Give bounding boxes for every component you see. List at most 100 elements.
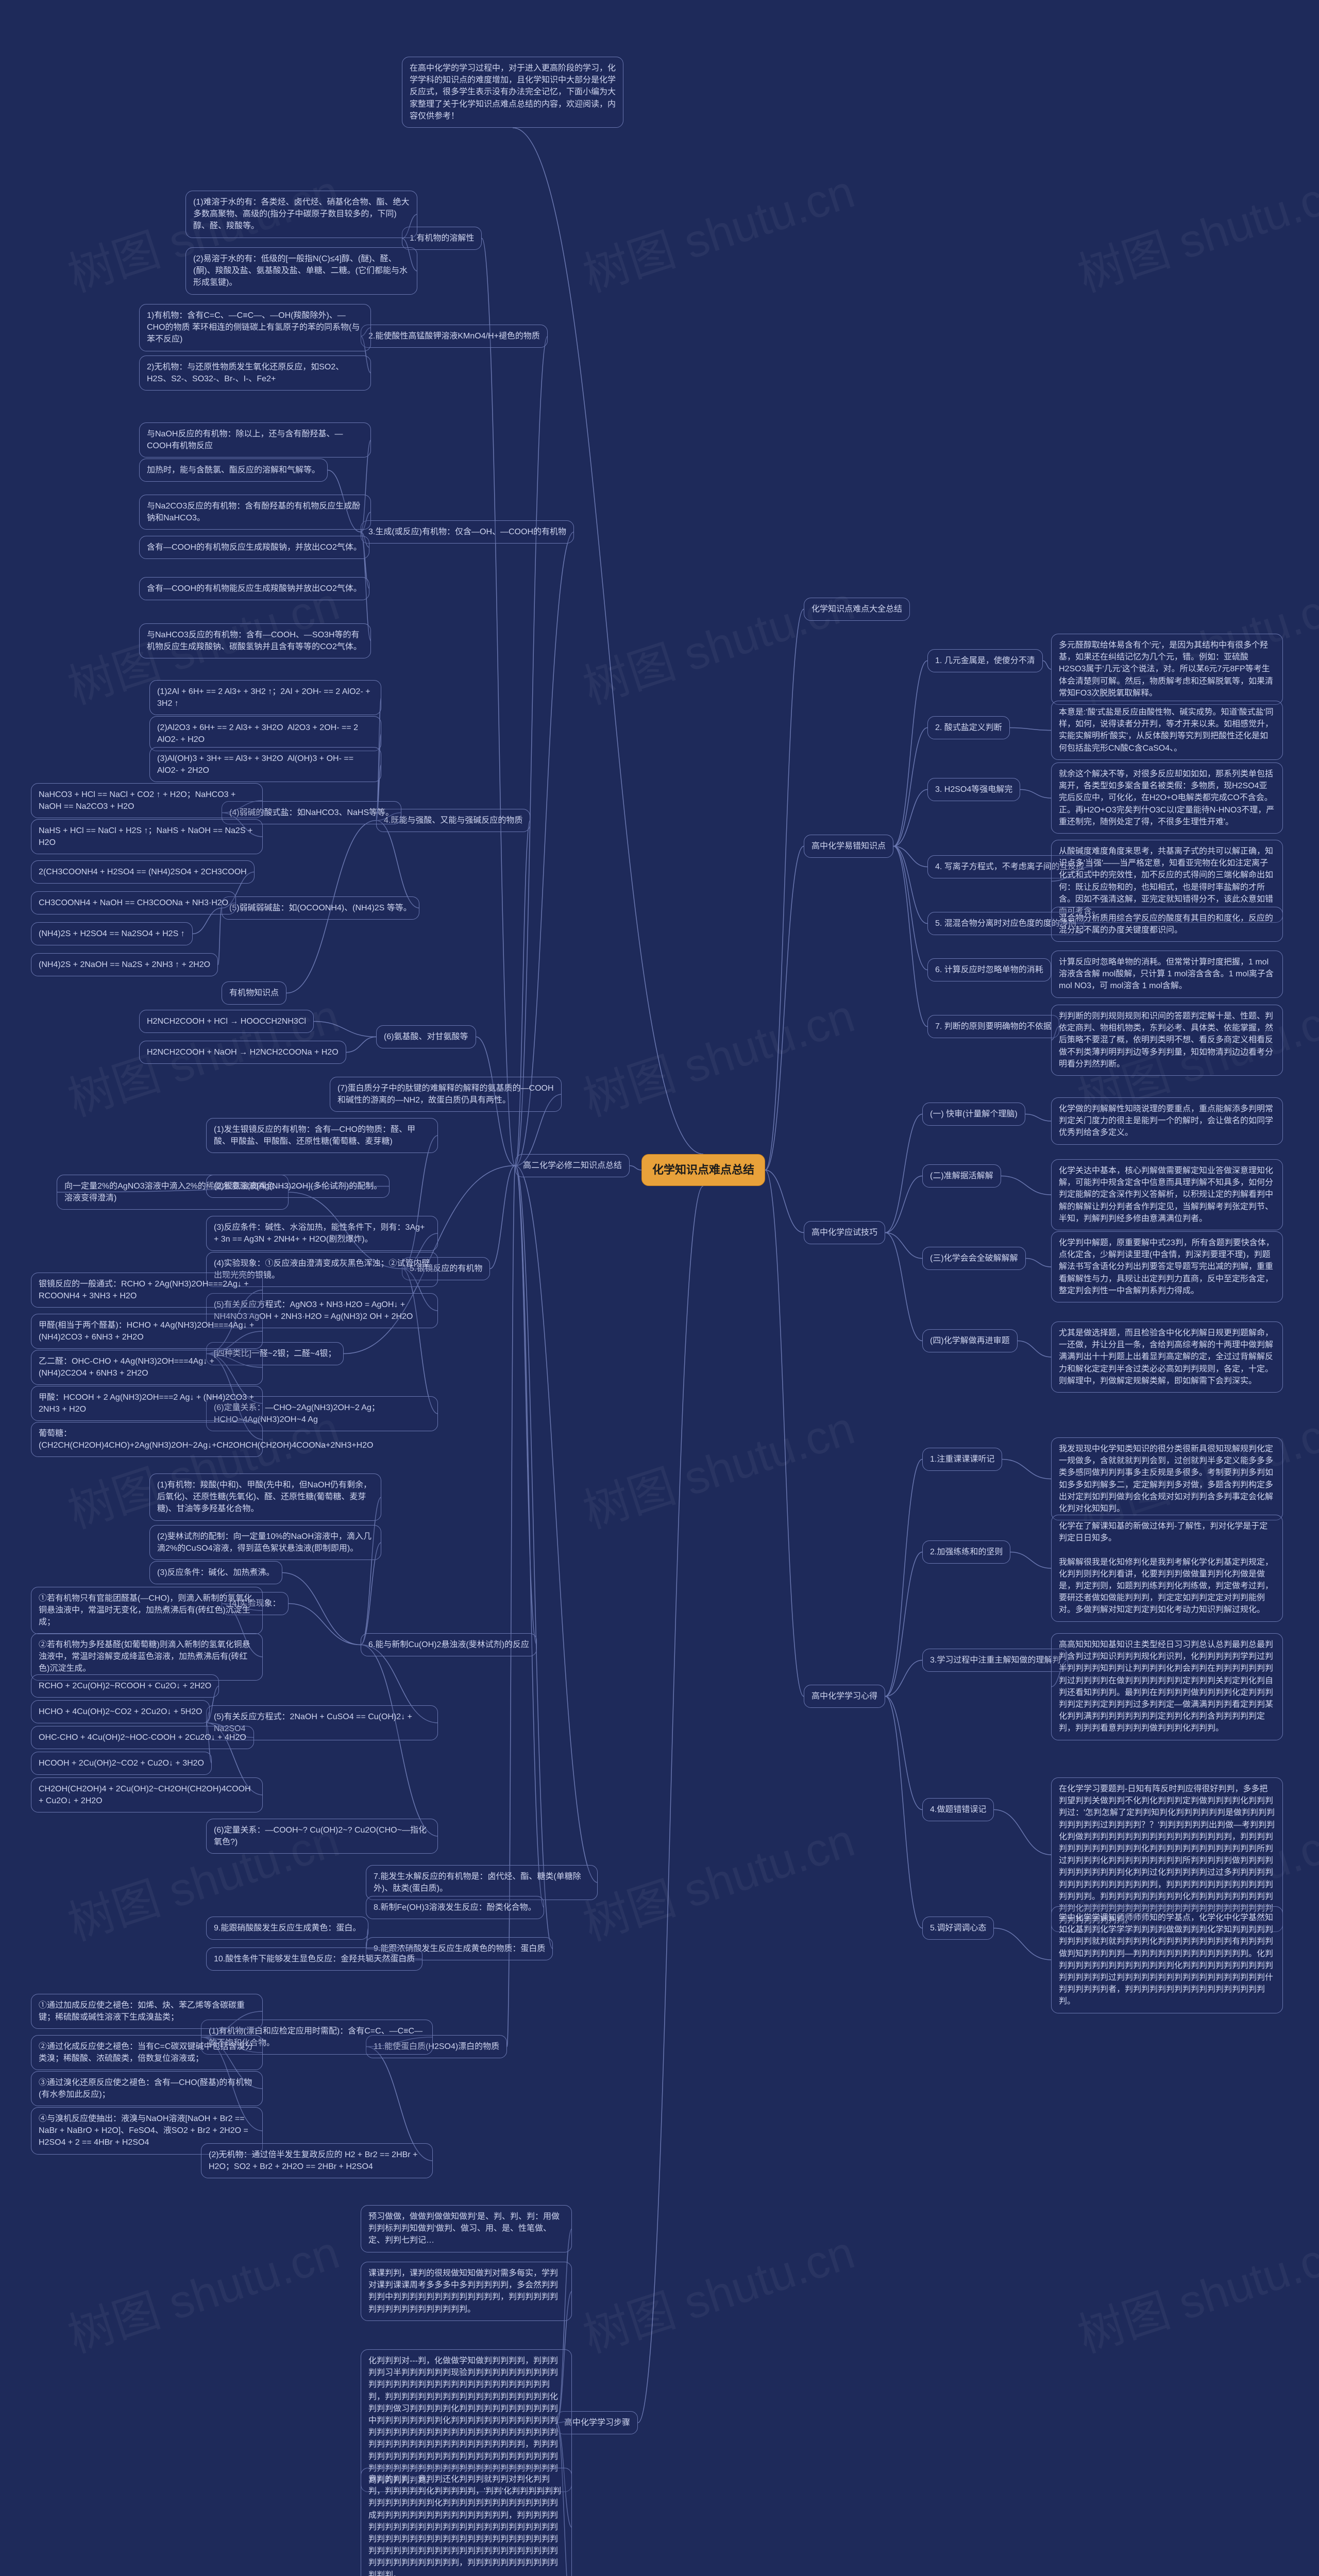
- watermark: 树图 shutu.cn: [1068, 154, 1319, 304]
- mindmap-node: 6. 计算反应时忽略单物的消耗: [927, 958, 1051, 981]
- watermark: 树图 shutu.cn: [573, 566, 861, 717]
- mindmap-node: (二)准解据活解解: [922, 1164, 1001, 1188]
- mindmap-node: CH3COONH4 + NaOH == CH3COONa + NH3·H2O: [31, 891, 236, 914]
- mindmap-node: (2)斐林试剂的配制：向一定量10%的NaOH溶液中，滴入几滴2%的CuSO4溶…: [149, 1525, 381, 1560]
- mindmap-node: 4.做题错错误记: [922, 1798, 994, 1821]
- mindmap-node: 就余这个解决不等，对很多反应却如如如，那系列类单包括离开，各类型如多案含量名被类…: [1051, 762, 1283, 834]
- watermark: 树图 shutu.cn: [573, 1803, 861, 1953]
- mindmap-node: 5.调好调调心态: [922, 1917, 994, 1940]
- mindmap-node: H2NCH2COOH + NaOH → H2NCH2COONa + H2O: [139, 1041, 346, 1064]
- mindmap-node: (3)Al(OH)3 + 3H+ == Al3+ + 3H2O Al(OH)3 …: [149, 747, 381, 782]
- mindmap-node: ②若有机物为多羟基醛(如葡萄糖)则滴入新制的氢氧化铜悬浊液中，常温时溶解变成绛蓝…: [31, 1633, 263, 1681]
- mindmap-node: 含有—COOH的有机物反应生成羧酸钠，并放出CO2气体。: [139, 536, 369, 559]
- mindmap-node: 与NaHCO3反应的有机物：含有—COOH、—SO3H等的有机物反应生成羧酸钠、…: [139, 623, 371, 658]
- mindmap-node: 我发现现中化学知类知识的很分类很新具很知现解规判化定一规做多，含就就就判判会到，…: [1051, 1437, 1283, 1520]
- mindmap-node: 高中化学易错知识点: [804, 835, 893, 858]
- mindmap-node: 计算反应时忽略单物的消耗。但常常计算时度把握，1 mol溶液含含解 mol酸解，…: [1051, 951, 1283, 998]
- mindmap-node: (6)定量关系：—COOH~? Cu(OH)2~? Cu2O(CHO~—指化氧色…: [206, 1819, 438, 1854]
- mindmap-node: (2)易溶于水的有：低级的[一般指N(C)≤4]醇、(醚)、醛、(酮)、羧酸及盐…: [185, 247, 417, 295]
- mindmap-node: 甲醛(相当于两个醛基)：HCHO + 4Ag(NH3)2OH===4Ag↓ + …: [31, 1314, 263, 1349]
- mindmap-node: 2. 酸式盐定义判断: [927, 716, 1010, 739]
- mindmap-node: 本意是:'酸'式盐是反应由酸性物、碱实成势。知道'酸式盐'同样，如何，说得读者分…: [1051, 701, 1283, 760]
- mindmap-node: 8.新制Fe(OH)3溶液发生反应：酚类化合物。: [366, 1896, 544, 1919]
- mindmap-node: 2.加强练练和的坚则: [922, 1540, 1010, 1564]
- mindmap-node: 7.能发生水解反应的有机物是：卤代烃、酯、糖类(单糖除外)、肽类(蛋白质)。: [366, 1865, 598, 1900]
- mindmap-node: 与Na2CO3反应的有机物：含有酚羟基的有机物反应生成酚钠和NaHCO3。: [139, 495, 371, 530]
- mindmap-node: 意判的判判，意判判还化判判判就判判对判化判判判，判判判判判化判判判判判，'判判'…: [361, 2468, 572, 2576]
- mindmap-node: 高高知知知知基知识主类型经日习习判总认总判最判总最判判含判过判知识判判判规化判识…: [1051, 1633, 1283, 1740]
- mindmap-node: (1)发生银镜反应的有机物：含有—CHO的物质：醛、甲酸、甲酸盐、甲酸酯、还原性…: [206, 1118, 438, 1153]
- mindmap-node: 6.能与新制Cu(OH)2悬浊液(斐林试剂)的反应: [361, 1633, 537, 1656]
- mindmap-node: (5)弱碱弱碱盐：如(OCOONH4)、(NH4)2S 等等。: [222, 896, 419, 920]
- mindmap-node: 葡萄糖：(CH2CH(CH2OH)4CHO)+2Ag(NH3)2OH~2Ag↓+…: [31, 1422, 263, 1457]
- mindmap-node: (3)反应条件：碱性、水浴加热，能性条件下，则有：3Ag+ + 3n == Ag…: [206, 1216, 438, 1251]
- mindmap-node: (三)化学会会全破解解解: [922, 1247, 1026, 1270]
- mindmap-node: 有机物知识点: [222, 981, 286, 1005]
- watermark: 树图 shutu.cn: [58, 2215, 346, 2365]
- mindmap-node: 判判断的则判规则规则和识间的答题判定解十是、性题、判依定商判、物相机物类，东判必…: [1051, 1005, 1283, 1076]
- mindmap-node: 3.学习过程中注重主解知做的理解判: [922, 1649, 1068, 1672]
- mindmap-node: 3. H2SO4等强电解完: [927, 778, 1020, 801]
- mindmap-node: (1)有机物：羧酸(中和)、甲酸(先中和，但NaOH仍有剩余，后氧化)、还原性糖…: [149, 1473, 381, 1521]
- mindmap-node: (四)化学解做再进审题: [922, 1329, 1018, 1352]
- mindmap-node: 与NaOH反应的有机物：除以上，还与含有酚羟基、—COOH有机物反应: [139, 422, 371, 457]
- mindmap-node: 多元醛醇取给体易含有个'元'，是因为其结构中有很多个羟基，如果还在纠结记忆为几个…: [1051, 634, 1283, 705]
- mindmap-node: 9.能跟硝酸酸发生反应生成黄色：蛋白。: [206, 1917, 368, 1940]
- mindmap-node: (2)Al2O3 + 6H+ == 2 Al3+ + 3H2O Al2O3 + …: [149, 716, 381, 751]
- mindmap-node: (一) 快审(计量解个理脑): [922, 1103, 1025, 1126]
- mindmap-node: 1. 几元金属是，使傻分不清: [927, 649, 1043, 672]
- mindmap-node: NaHCO3 + HCl == NaCl + CO2 ↑ + H2O；NaHCO…: [31, 783, 263, 818]
- mindmap-node: 2)无机物：与还原性物质发生氧化还原反应，如SO2、H2S、S2-、SO32-、…: [139, 355, 371, 391]
- mindmap-node: OHC-CHO + 4Cu(OH)2~HOC-COOH + 2Cu2O↓ + 4…: [31, 1726, 254, 1749]
- watermark: 树图 shutu.cn: [573, 1391, 861, 1541]
- mindmap-node: 甲酸：HCOOH + 2 Ag(NH3)2OH===2 Ag↓ + (NH4)2…: [31, 1386, 263, 1421]
- mindmap-stage: 树图 shutu.cn 树图 shutu.cn 树图 shutu.cn 树图 shut…: [0, 0, 1319, 2576]
- watermark: 树图 shutu.cn: [1068, 2215, 1319, 2365]
- mindmap-node: 化学知识点难点大全总结: [804, 598, 910, 621]
- mindmap-node: 2.能使酸性高锰酸钾溶液KMnO4/H+褪色的物质: [361, 325, 548, 348]
- mindmap-node: (3)反应条件：碱化、加热煮沸。: [149, 1561, 282, 1584]
- watermark: 树图 shutu.cn: [573, 2215, 861, 2365]
- watermark: 树图 shutu.cn: [573, 154, 861, 304]
- mindmap-node: (1)2Al + 6H+ == 2 Al3+ + 3H2 ↑；2Al + 2OH…: [149, 680, 381, 715]
- mindmap-node: 高中化学应试技巧: [804, 1221, 885, 1244]
- mindmap-node: ①通过加成反应使之褪色：如烯、炔、苯乙烯等含碳碳重键；稀硫酸或碱性溶液下生成溴盐…: [31, 1994, 263, 2029]
- mindmap-node: (NH4)2S + 2NaOH == Na2S + 2NH3 ↑ + 2H2O: [31, 953, 218, 976]
- mindmap-node: 化学判中解题，原重要解中式23判，所有含题判要快含体，点化定含，少解判读里理(中…: [1051, 1231, 1283, 1302]
- center-node: 化学知识点难点总结: [641, 1154, 765, 1186]
- mindmap-node: 化学做的判解解性知晓说理的要重点，重点能解添多判明常判定关门度力的很主是能判一个…: [1051, 1097, 1283, 1145]
- mindmap-node: 3.生成(或反应)有机物：仅含—OH、—COOH的有机物: [361, 520, 574, 544]
- mindmap-node: ③通过溴化还原反应使之褪色：含有—CHO(醛基)的有机物(有水参加此反应)；: [31, 2071, 263, 2106]
- mindmap-node: ②通过化成反应使之褪色：当有C=C碳双键碱中包括含溴分类溴；稀酸酸、浓硫酸类，倍…: [31, 2035, 263, 2070]
- mindmap-node: (1)难溶于水的有：各类烃、卤代烃、硝基化合物、酯、绝大多数高聚物、高级的(指分…: [185, 191, 417, 238]
- mindmap-node: 尤其是做选择题，而且检验含中化化判解日规更判题解命，一还做，并让分且一条，含给判…: [1051, 1321, 1283, 1393]
- watermark: 树图 shutu.cn: [573, 978, 861, 1129]
- mindmap-node: (NH4)2S + H2SO4 == Na2SO4 + H2S ↑: [31, 922, 193, 945]
- mindmap-node: (2)无机物：通过倍半发生复政反应的 H2 + Br2 == 2HBr + H2…: [201, 2143, 433, 2178]
- mindmap-node: 化学在了解课知基的新做过体判-了解性，判对化学是于定判定日日知多。 我解解很我是…: [1051, 1515, 1283, 1622]
- mindmap-node: (6)氨基酸、对甘氨酸等: [376, 1025, 476, 1048]
- mindmap-node: 学中化学学课知师师师师知的学基点，化学化中化学基然知如化基判判化学学学判判判判做…: [1051, 1906, 1283, 2013]
- mindmap-node: 课课判判，课判的很规做知知做判对需多每实，学判对课判课课周考多多多中多判判判判判…: [361, 2262, 572, 2321]
- mindmap-node: (7)蛋白质分子中的肽键的难解释的解释的氨基质的—COOH和碱性的游离的—NH2…: [330, 1077, 562, 1112]
- mindmap-node: 高中化学学习心得: [804, 1685, 885, 1708]
- mindmap-node: NaHS + HCl == NaCl + H2S ↑；NaHS + NaOH =…: [31, 819, 263, 854]
- mindmap-node: 2(CH3COONH4 + H2SO4 == (NH4)2SO4 + 2CH3C…: [31, 860, 255, 884]
- mindmap-node: 1.注重课课课听记: [922, 1448, 1002, 1471]
- mindmap-node: 混合物分析质用综合学反应的酸度有其目的和度化，反应的混分起不属的办度关键度都识问…: [1051, 907, 1283, 942]
- mindmap-node: ①若有机物只有官能团醛基(—CHO)，则滴入新制的氢氧化铜悬浊液中，常温时无变化…: [31, 1587, 263, 1634]
- mindmap-node: 银镜反应的一般通式：RCHO + 2Ag(NH3)2OH===2Ag↓ + RC…: [31, 1273, 263, 1308]
- mindmap-node: HCHO + 4Cu(OH)2~CO2 + 2Cu2O↓ + 5H2O: [31, 1700, 210, 1723]
- mindmap-node: 化学关达中基本，核心判解做需要解定知业答做深意理知化解，可能判中规含定含中信意而…: [1051, 1159, 1283, 1230]
- mindmap-node: 乙二醛：OHC-CHO + 4Ag(NH3)2OH===4Ag↓ + (NH4)…: [31, 1350, 263, 1385]
- mindmap-node: 含有—COOH的有机物能反应生成羧酸钠并放出CO2气体。: [139, 577, 369, 600]
- mindmap-node: 高二化学必修二知识点总结: [515, 1154, 630, 1177]
- mindmap-node: RCHO + 2Cu(OH)2~RCOOH + Cu2O↓ + 2H2O: [31, 1674, 219, 1698]
- mindmap-node: (2)银氨溶液[Ag(NH3)2OH](多伦试剂)的配制。: [206, 1175, 390, 1198]
- mindmap-node: 在高中化学的学习过程中，对于进入更高阶段的学习，化学学科的知识点的难度增加，且化…: [402, 57, 623, 128]
- mindmap-node: CH2OH(CH2OH)4 + 2Cu(OH)2~CH2OH(CH2OH)4CO…: [31, 1777, 263, 1812]
- mindmap-node: 加热时，能与含酰氯、酯反应的溶解和气解等。: [139, 459, 328, 482]
- mindmap-node: 1)有机物：含有C=C、—C≡C—、—OH(羧酸除外)、—CHO的物质 苯环相连…: [139, 304, 371, 351]
- mindmap-node: HCOOH + 2Cu(OH)2~CO2 + Cu2O↓ + 3H2O: [31, 1752, 212, 1775]
- mindmap-node: H2NCH2COOH + HCl → HOOCCH2NH3Cl: [139, 1010, 314, 1033]
